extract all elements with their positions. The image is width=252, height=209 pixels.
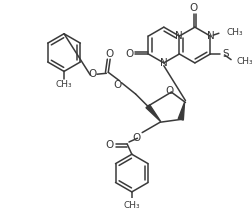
- Text: CH₃: CH₃: [123, 201, 140, 209]
- Text: O: O: [189, 3, 197, 13]
- Text: O: O: [113, 80, 121, 90]
- Polygon shape: [177, 102, 184, 120]
- Polygon shape: [145, 105, 160, 122]
- Text: O: O: [105, 48, 113, 59]
- Text: O: O: [165, 86, 173, 96]
- Text: O: O: [105, 140, 113, 150]
- Text: N: N: [175, 31, 182, 41]
- Text: CH₃: CH₃: [236, 57, 252, 66]
- Text: CH₃: CH₃: [55, 80, 72, 89]
- Text: S: S: [222, 49, 228, 59]
- Text: O: O: [125, 49, 133, 59]
- Text: N: N: [159, 58, 167, 68]
- Text: O: O: [88, 69, 96, 79]
- Text: N: N: [206, 31, 213, 41]
- Text: CH₃: CH₃: [226, 28, 242, 37]
- Text: O: O: [132, 133, 140, 143]
